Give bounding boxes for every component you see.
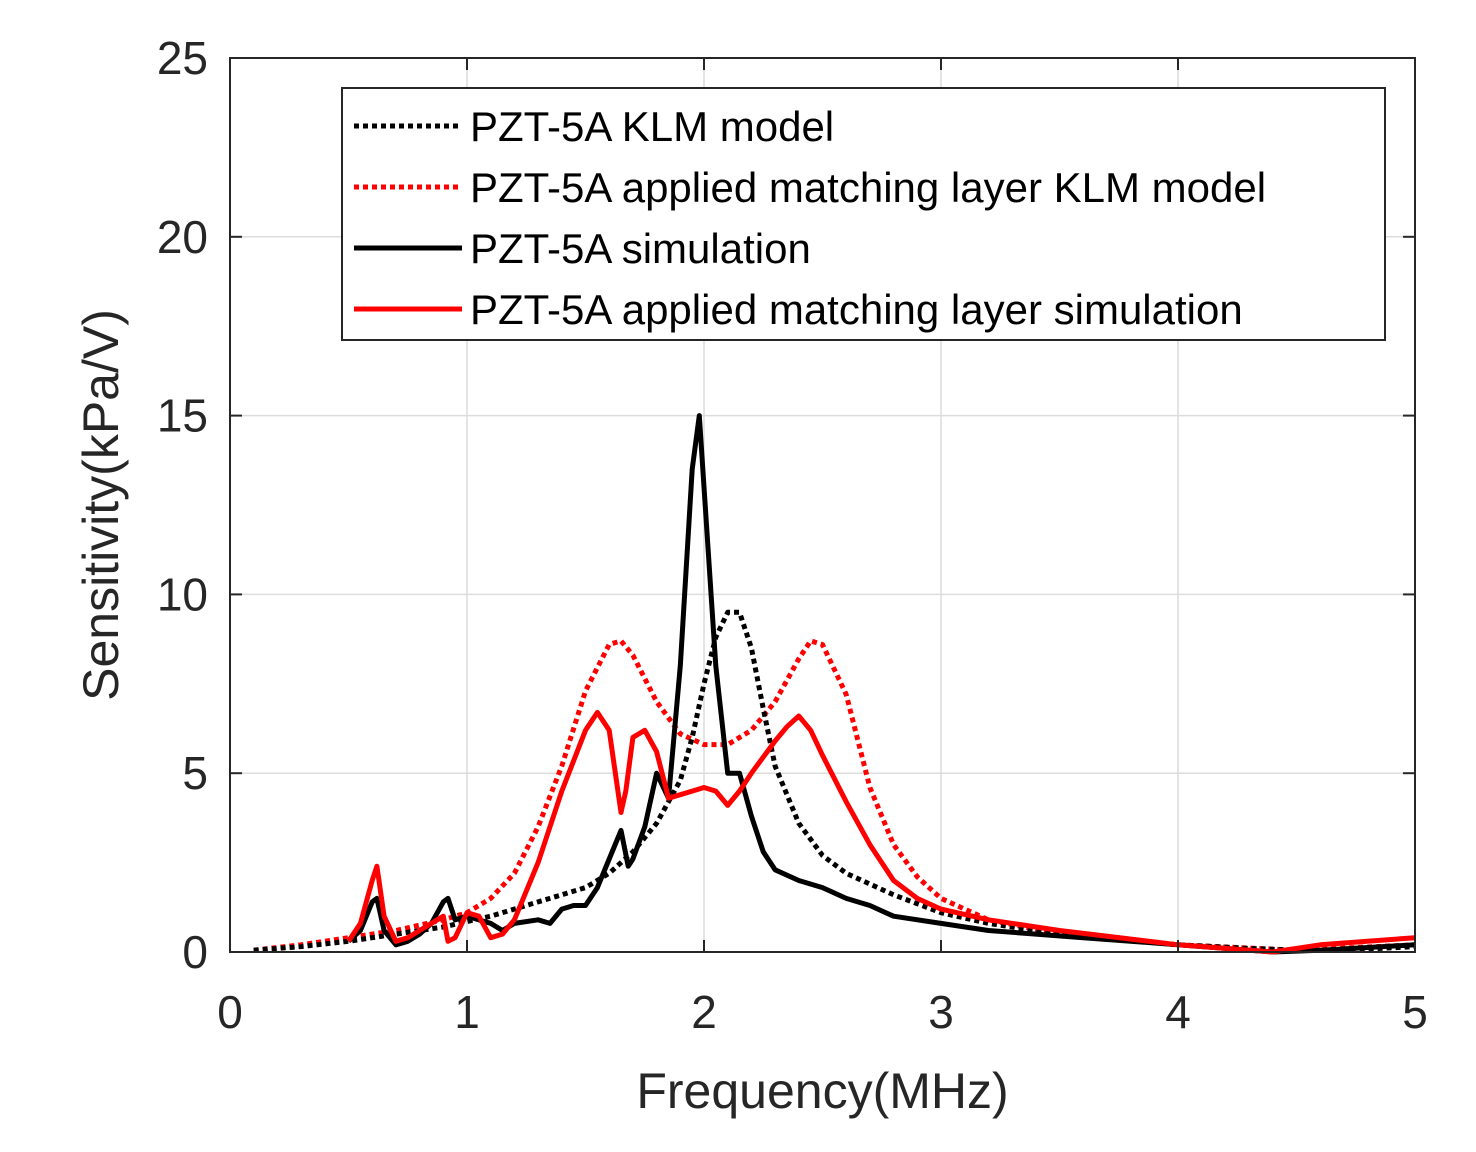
y-axis-title: Sensitivity(kPa/V) xyxy=(73,309,129,701)
x-axis-ticks: 0 1 2 3 4 5 xyxy=(217,58,1428,1038)
x-tick-label: 3 xyxy=(928,986,954,1038)
x-tick-label: 0 xyxy=(217,986,243,1038)
legend-box xyxy=(341,87,1386,341)
y-tick-label: 15 xyxy=(157,390,208,442)
x-axis-title: Frequency(MHz) xyxy=(636,1063,1008,1119)
legend-label: PZT-5A applied matching layer simulation xyxy=(470,286,1243,333)
x-tick-label: 2 xyxy=(691,986,717,1038)
x-tick-label: 1 xyxy=(454,986,480,1038)
legend-label: PZT-5A applied matching layer KLM model xyxy=(470,164,1266,211)
y-tick-label: 25 xyxy=(157,32,208,84)
plot-area-border xyxy=(229,57,1416,953)
y-tick-label: 10 xyxy=(157,568,208,620)
y-tick-label: 0 xyxy=(182,926,208,978)
legend-label: PZT-5A KLM model xyxy=(470,103,834,150)
series-pzt-5a-simulation xyxy=(346,413,1416,955)
y-tick-label: 5 xyxy=(182,747,208,799)
y-tick-label: 20 xyxy=(157,211,208,263)
series-pzt-5a-applied-matching-layer-simulation xyxy=(346,709,1416,955)
legend-label: PZT-5A simulation xyxy=(470,225,811,272)
series-pzt-5a-applied-matching-layer-klm-model xyxy=(253,638,1416,953)
plot-series xyxy=(253,413,1416,955)
series-pzt-5a-klm-model xyxy=(253,609,1416,953)
legend: PZT-5A KLM model PZT-5A applied matching … xyxy=(341,87,1386,341)
x-tick-label: 4 xyxy=(1165,986,1191,1038)
y-axis-ticks: 0 5 10 15 20 25 xyxy=(157,32,1415,978)
x-tick-label: 5 xyxy=(1402,986,1428,1038)
